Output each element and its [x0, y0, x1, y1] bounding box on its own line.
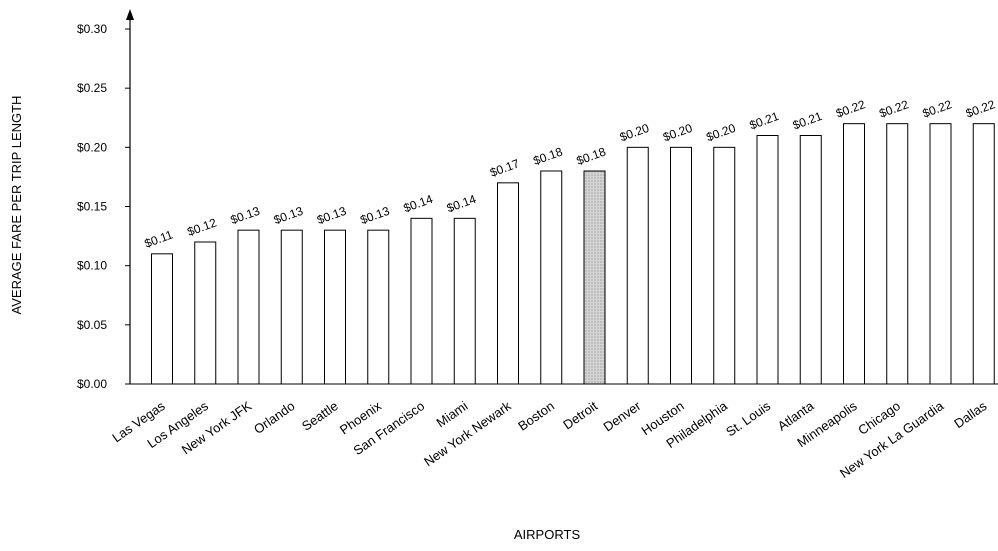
bar-value-label: $0.14: [445, 192, 478, 216]
x-category-label: St. Louis: [723, 398, 773, 440]
bar-value-label: $0.13: [358, 204, 391, 228]
bar: [799, 135, 822, 385]
bar: [843, 123, 865, 385]
bar: [151, 253, 173, 385]
bar: [497, 182, 519, 385]
x-category-label: Orlando: [251, 398, 297, 437]
x-category-label: Denver: [601, 398, 644, 435]
bar-value-label: $0.14: [402, 192, 435, 216]
bar-value-label: $0.13: [315, 204, 348, 228]
bar: [367, 229, 390, 385]
bar-value-label: $0.21: [748, 109, 781, 133]
bar-value-label: $0.13: [272, 204, 305, 228]
x-category-label: Seattle: [299, 398, 341, 434]
bar-value-label: $0.22: [964, 97, 997, 121]
bar-value-label: $0.18: [575, 144, 608, 168]
bar-value-label: $0.20: [618, 121, 651, 145]
bar: [713, 146, 736, 385]
bar: [194, 241, 217, 385]
y-tick-label: $0.25: [77, 81, 107, 95]
x-axis-title: AIRPORTS: [514, 527, 581, 542]
bar-value-label: $0.17: [488, 156, 521, 180]
bar-value-label: $0.22: [877, 97, 910, 121]
bar: [453, 217, 476, 385]
bar-highlighted: [583, 170, 606, 385]
bar: [540, 170, 563, 385]
bar: [626, 146, 649, 385]
bar-value-label: $0.13: [229, 204, 262, 228]
y-tick-label: $0.30: [77, 22, 107, 36]
bar-value-label: $0.22: [834, 97, 867, 121]
bar: [280, 229, 303, 385]
bar-value-label: $0.11: [143, 227, 175, 250]
bar-value-label: $0.18: [531, 144, 564, 168]
y-tick-label: $0.10: [77, 259, 107, 273]
x-category-label: Boston: [515, 398, 557, 434]
bar: [929, 123, 952, 385]
bar: [670, 146, 692, 385]
y-tick-label: $0.20: [77, 140, 107, 154]
bar: [756, 135, 779, 385]
y-tick-label: $0.00: [77, 377, 107, 391]
y-tick-label: $0.15: [77, 200, 107, 214]
y-axis-title: AVERAGE FARE PER TRIP LENGTH: [9, 96, 24, 315]
bar-value-label: $0.21: [791, 109, 824, 133]
x-category-label: Detroit: [560, 398, 600, 432]
bar: [237, 229, 260, 385]
bar: [410, 217, 433, 385]
bar-value-label: $0.20: [704, 121, 737, 145]
bar: [324, 229, 346, 385]
bar: [972, 123, 995, 385]
x-category-label: Dallas: [951, 398, 990, 431]
bar: [886, 123, 909, 385]
y-tick-label: $0.05: [77, 318, 107, 332]
bar-value-label: $0.20: [661, 121, 694, 145]
bar-value-label: $0.12: [185, 215, 218, 239]
y-axis-arrow: [126, 9, 134, 20]
bar-value-label: $0.22: [921, 97, 954, 121]
